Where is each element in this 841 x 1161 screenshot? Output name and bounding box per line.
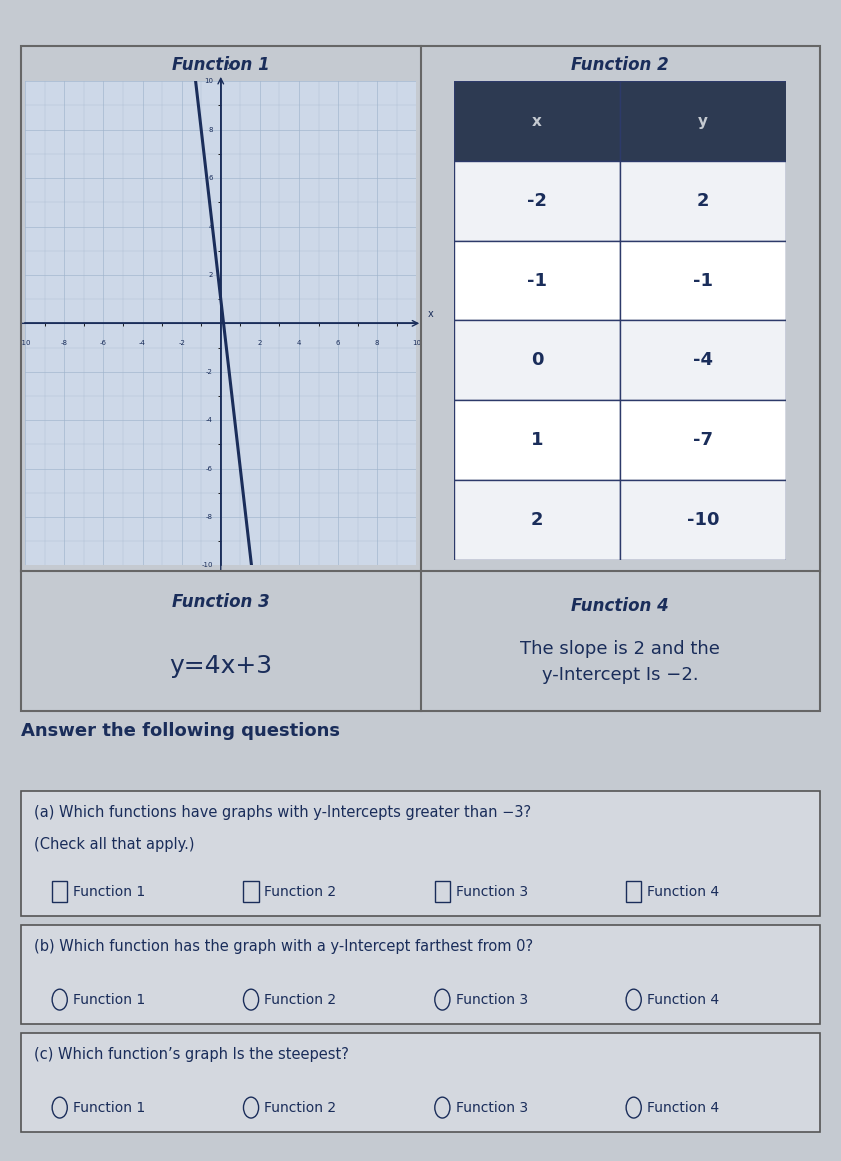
Text: Function 2: Function 2 <box>264 993 336 1007</box>
Bar <box>454 161 621 240</box>
Text: x: x <box>532 114 542 129</box>
Text: -1: -1 <box>527 272 547 289</box>
Bar <box>454 81 621 161</box>
Bar <box>454 240 621 320</box>
Bar <box>621 320 786 401</box>
Text: Function 1: Function 1 <box>73 1101 145 1115</box>
Text: 2: 2 <box>531 511 543 528</box>
Text: The slope is 2 and the
y-Intercept Is −2.: The slope is 2 and the y-Intercept Is −2… <box>521 640 720 684</box>
Text: 0: 0 <box>531 352 543 369</box>
Bar <box>621 240 786 320</box>
Text: Answer the following questions: Answer the following questions <box>21 722 340 741</box>
Bar <box>621 161 786 240</box>
Text: -8: -8 <box>61 340 68 346</box>
Text: 4: 4 <box>297 340 301 346</box>
Text: 1: 1 <box>531 431 543 449</box>
Bar <box>454 479 621 560</box>
Text: Function 1: Function 1 <box>73 885 145 899</box>
Text: (b) Which function has the graph with a y-Intercept farthest from 0?: (b) Which function has the graph with a … <box>34 939 532 954</box>
Text: Function 2: Function 2 <box>264 1101 336 1115</box>
Bar <box>454 320 621 401</box>
Text: -1: -1 <box>693 272 713 289</box>
Text: (a) Which functions have graphs with y-Intercepts greater than −3?: (a) Which functions have graphs with y-I… <box>34 805 531 820</box>
Text: Function 1: Function 1 <box>73 993 145 1007</box>
Text: y=4x+3: y=4x+3 <box>169 654 272 678</box>
Text: y: y <box>226 59 232 68</box>
Text: Function 4: Function 4 <box>647 1101 719 1115</box>
Text: -2: -2 <box>527 192 547 210</box>
Text: -4: -4 <box>693 352 713 369</box>
Text: -6: -6 <box>100 340 107 346</box>
Text: 2: 2 <box>697 192 710 210</box>
Text: -7: -7 <box>693 431 713 449</box>
Text: Function 1: Function 1 <box>172 56 270 74</box>
Text: 6: 6 <box>336 340 341 346</box>
Text: Function 4: Function 4 <box>647 885 719 899</box>
Text: Function 2: Function 2 <box>264 885 336 899</box>
Text: 4: 4 <box>209 224 213 230</box>
Text: Function 3: Function 3 <box>172 593 270 611</box>
Bar <box>621 479 786 560</box>
Text: 10: 10 <box>412 340 420 346</box>
Text: 8: 8 <box>209 127 213 132</box>
Text: -10: -10 <box>687 511 720 528</box>
Text: (Check all that apply.): (Check all that apply.) <box>34 837 194 852</box>
Text: Function 3: Function 3 <box>456 993 528 1007</box>
Text: y: y <box>698 114 708 129</box>
Text: x: x <box>428 309 434 318</box>
Text: 2: 2 <box>257 340 262 346</box>
Text: -10: -10 <box>19 340 31 346</box>
Text: 8: 8 <box>375 340 379 346</box>
Text: -4: -4 <box>206 417 213 423</box>
Text: Function 3: Function 3 <box>456 1101 528 1115</box>
Bar <box>454 401 621 479</box>
Text: -2: -2 <box>206 369 213 375</box>
Text: -6: -6 <box>206 466 213 471</box>
Text: (c) Which function’s graph Is the steepest?: (c) Which function’s graph Is the steepe… <box>34 1047 348 1062</box>
Text: Function 2: Function 2 <box>571 56 669 74</box>
Text: -2: -2 <box>178 340 185 346</box>
Text: Function 4: Function 4 <box>571 597 669 615</box>
Bar <box>621 81 786 161</box>
Text: Function 3: Function 3 <box>456 885 528 899</box>
Text: -8: -8 <box>206 514 213 520</box>
Text: 2: 2 <box>209 272 213 277</box>
Text: -10: -10 <box>202 562 213 569</box>
Text: 10: 10 <box>204 78 213 85</box>
Bar <box>621 401 786 479</box>
Text: 6: 6 <box>209 175 213 181</box>
Text: -4: -4 <box>139 340 146 346</box>
Text: Function 4: Function 4 <box>647 993 719 1007</box>
